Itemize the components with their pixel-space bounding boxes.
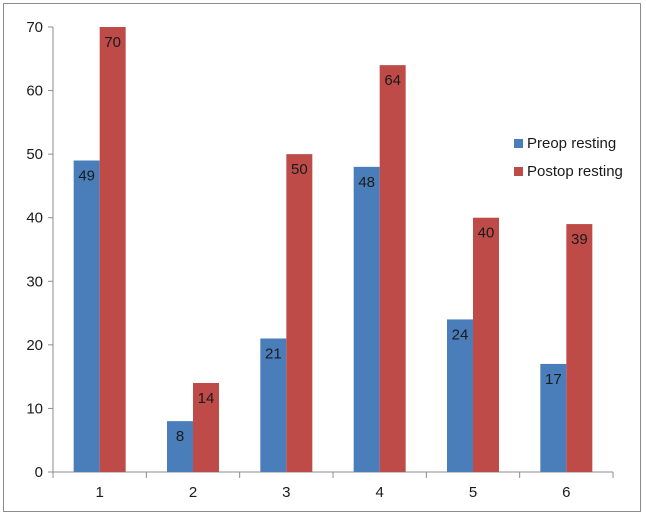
- data-label: 64: [384, 72, 401, 89]
- data-labels: 49 8 21 48 24 17 70 14 50 64 40 39: [78, 34, 587, 445]
- bar: [73, 160, 100, 472]
- bar: [447, 319, 473, 472]
- y-tick-label: 50: [26, 146, 43, 163]
- bar: [286, 154, 313, 472]
- data-label: 48: [358, 174, 375, 191]
- data-label: 40: [478, 225, 495, 242]
- data-label: 24: [452, 326, 469, 343]
- bar: [379, 65, 406, 473]
- bar: [260, 338, 287, 472]
- bar: [566, 224, 593, 472]
- legend-label: Preop resting: [527, 135, 616, 152]
- bar: [473, 217, 499, 472]
- data-label: 49: [78, 168, 95, 185]
- y-tick-label: 20: [26, 337, 43, 354]
- x-tick-label: 4: [375, 484, 383, 501]
- data-label: 8: [176, 428, 184, 445]
- legend-label: Postop resting: [527, 163, 623, 180]
- bar: [167, 421, 193, 472]
- y-tick-label: 0: [35, 464, 43, 481]
- y-tick-label: 70: [26, 19, 43, 36]
- y-tick-label: 30: [26, 273, 43, 290]
- bar: [193, 383, 219, 472]
- data-label: 17: [545, 371, 562, 388]
- data-label: 50: [291, 161, 308, 178]
- legend-swatch: [514, 139, 523, 148]
- y-tick-label: 10: [26, 400, 43, 417]
- x-tick-label: 2: [189, 484, 197, 501]
- legend-swatch: [514, 167, 523, 176]
- data-label: 21: [265, 346, 282, 363]
- data-label: 70: [104, 34, 121, 51]
- bars: [73, 27, 593, 473]
- x-tick-label: 3: [282, 484, 290, 501]
- x-tick-label: 6: [562, 484, 570, 501]
- x-tick-label: 1: [95, 484, 103, 501]
- y-tick-label: 40: [26, 210, 43, 227]
- bar: [540, 363, 567, 472]
- data-label: 39: [571, 231, 588, 248]
- x-tick-label: 5: [469, 484, 477, 501]
- axes: 0 10 20 30 40 50 60 70 1 2 3 4 5 6: [26, 19, 614, 501]
- y-tick-label: 60: [26, 83, 43, 100]
- bar: [99, 27, 126, 472]
- data-label: 14: [198, 390, 215, 407]
- bar: [353, 166, 380, 472]
- legend: Preop resting Postop resting: [514, 135, 623, 180]
